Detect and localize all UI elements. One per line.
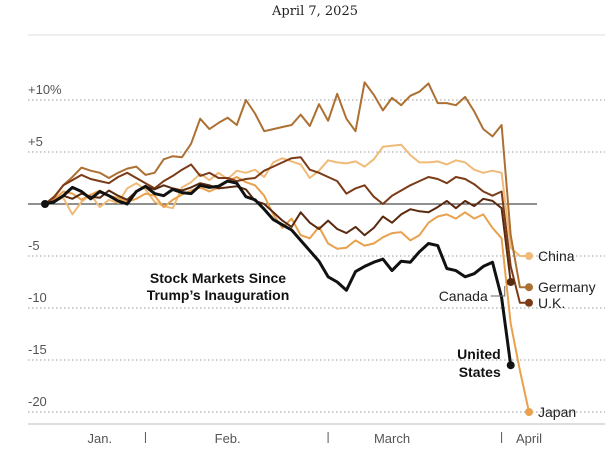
end-dot-germany <box>525 283 533 292</box>
end-dot-united-states <box>506 361 515 370</box>
series-line-u-k <box>44 156 530 304</box>
x-tick-label: March <box>374 431 410 446</box>
y-tick-label: -20 <box>28 394 47 409</box>
y-axis-ticks: +10% +5 -5 -10 -15 -20 <box>28 82 62 409</box>
y-tick-label: -15 <box>28 342 47 357</box>
chart-title-line: Stock Markets Since <box>150 270 286 286</box>
start-dot <box>41 200 49 208</box>
x-tick-label: April <box>516 431 542 446</box>
end-dot-japan <box>525 408 533 416</box>
end-dot-canada <box>506 278 515 286</box>
label-us-line1: United <box>457 346 501 362</box>
y-tick-label: -10 <box>28 290 47 305</box>
gridlines <box>28 34 605 413</box>
label-canada: Canada <box>439 288 488 304</box>
x-tick-label: Jan. <box>88 431 113 446</box>
label-china: China <box>538 248 575 264</box>
label-uk: U.K. <box>538 295 565 311</box>
label-us-line2: States <box>459 364 501 380</box>
series-line-united-states <box>43 179 513 367</box>
chart-date: April 7, 2025 <box>271 4 358 19</box>
label-japan: Japan <box>538 404 576 420</box>
x-tick-label: Feb. <box>215 431 241 446</box>
canada-leader-line <box>490 286 506 297</box>
y-tick-label: +10% <box>28 82 62 97</box>
y-tick-label: +5 <box>28 134 43 149</box>
label-germany: Germany <box>538 279 596 295</box>
series-lines <box>41 81 533 416</box>
series-line-canada <box>44 182 512 283</box>
x-axis: Jan. Feb. March April <box>28 423 605 446</box>
end-dot-china <box>525 252 533 260</box>
series-line-germany <box>44 81 530 289</box>
end-dot-u-k <box>525 298 533 307</box>
y-tick-label: -5 <box>28 238 40 253</box>
chart-title-line: Trump’s Inauguration <box>147 287 290 303</box>
